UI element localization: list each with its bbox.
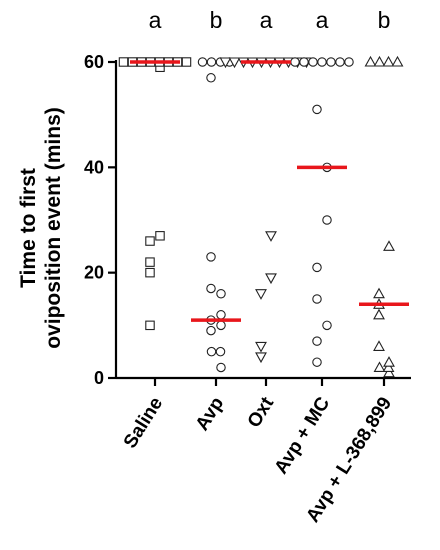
significance-letter: b <box>378 7 391 33</box>
data-point <box>312 294 322 304</box>
axes: 0 20 40 60 <box>84 52 411 388</box>
data-point <box>391 55 404 67</box>
data-point <box>206 57 217 67</box>
data-point <box>312 104 322 115</box>
data-point <box>265 273 277 285</box>
data-point <box>299 57 309 67</box>
y-tick-label: 20 <box>84 263 104 283</box>
significance-letter: a <box>316 7 329 33</box>
data-point <box>364 55 377 67</box>
data-point <box>145 257 155 267</box>
x-category-label: Avp + MC <box>271 393 335 478</box>
y-tick-label: 0 <box>94 368 104 388</box>
data-point <box>335 57 345 67</box>
data-point <box>216 320 226 331</box>
data-point <box>145 267 155 278</box>
significance-letter: b <box>210 7 223 33</box>
data-point <box>216 310 226 320</box>
x-category-label: Avp <box>192 394 228 435</box>
data-point <box>382 55 395 67</box>
data-point <box>219 57 232 69</box>
data-point <box>206 346 217 357</box>
data-point <box>312 336 322 346</box>
data-point <box>373 361 386 373</box>
data-point <box>373 287 385 299</box>
y-tick-label: 60 <box>84 52 104 72</box>
data-point <box>383 240 395 251</box>
data-point <box>308 57 318 67</box>
y-axis-title-line: Time to first <box>17 168 40 288</box>
data-point <box>155 231 165 241</box>
data-point <box>197 57 208 67</box>
x-category-label: Saline <box>120 394 167 453</box>
data-point <box>206 325 216 336</box>
data-point <box>322 320 332 331</box>
data-point <box>373 340 385 351</box>
data-point <box>382 361 395 373</box>
data-point <box>326 57 336 67</box>
data-point <box>215 346 226 357</box>
data-point <box>206 283 216 294</box>
data-point <box>383 366 395 378</box>
significance-letter: a <box>149 7 162 33</box>
data-point <box>145 236 155 246</box>
data-point <box>206 252 216 262</box>
y-tick-label: 40 <box>84 157 104 177</box>
data-point <box>265 231 277 242</box>
data-point <box>216 288 226 299</box>
x-category-label: Oxt <box>244 393 279 432</box>
data-point <box>322 215 332 225</box>
significance-letter: a <box>260 7 273 33</box>
data-point <box>255 341 267 353</box>
data-point <box>312 357 322 367</box>
data-point <box>312 262 322 273</box>
data-point <box>206 73 216 83</box>
data-point <box>383 356 395 367</box>
data-point <box>181 57 192 67</box>
data-point <box>145 320 155 331</box>
data-point <box>344 57 354 67</box>
data-point <box>255 289 267 300</box>
data-point <box>228 57 241 69</box>
data-point <box>118 57 129 67</box>
y-axis-title: Time to firstoviposition event (mins) <box>17 107 65 349</box>
data-points <box>118 55 404 378</box>
data-point <box>255 352 267 364</box>
median-lines <box>130 60 409 322</box>
y-axis-label: Time to firstoviposition event (mins) <box>17 107 65 349</box>
data-point <box>216 362 226 373</box>
data-point <box>290 57 300 67</box>
data-point <box>317 57 327 67</box>
data-point <box>373 55 386 67</box>
y-axis-title-line: oviposition event (mins) <box>42 107 65 349</box>
data-point <box>373 308 385 320</box>
